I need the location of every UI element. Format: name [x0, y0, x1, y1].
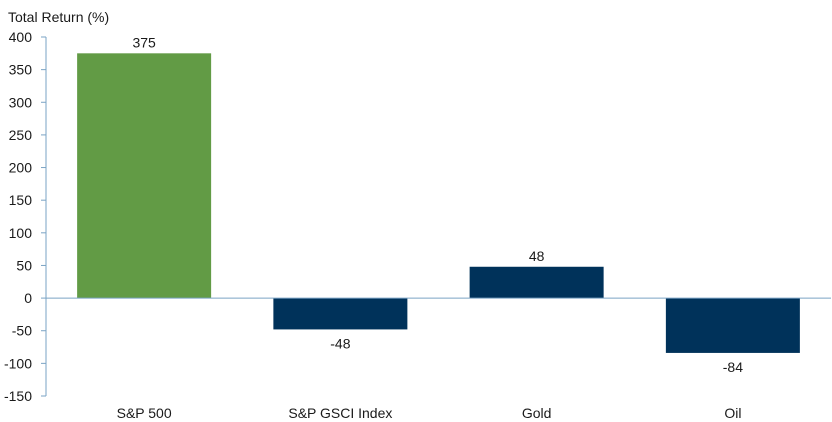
bar-value-label: 375: [132, 34, 156, 50]
x-category-label: S&P 500: [117, 405, 172, 421]
bars: [77, 53, 800, 353]
y-axis-label: Total Return (%): [8, 9, 109, 25]
y-tick-label: 400: [9, 29, 33, 45]
bar: [273, 298, 408, 330]
y-tick-label: -50: [12, 323, 32, 339]
y-tick-label: 200: [9, 160, 33, 176]
x-category-label: S&P GSCI Index: [288, 405, 392, 421]
y-tick-label: 100: [9, 225, 33, 241]
bar-value-label: -84: [723, 359, 743, 375]
y-tick-label: 250: [9, 127, 33, 143]
x-category-label: Gold: [522, 405, 552, 421]
data-labels: 375 -48 48 -84: [132, 34, 743, 375]
bar: [469, 266, 604, 299]
y-tick-label: -150: [4, 388, 32, 404]
bar: [665, 298, 800, 353]
bar-value-label: 48: [529, 248, 545, 264]
y-tick-label: -100: [4, 355, 32, 371]
x-category-label: Oil: [724, 405, 741, 421]
y-ticks: 400 350 300 250 200 150 100 50 0 -50 -100 -150: [4, 29, 46, 404]
y-tick-label: 50: [16, 257, 32, 273]
bar: [77, 53, 212, 299]
y-tick-label: 150: [9, 192, 33, 208]
category-labels: S&P 500 S&P GSCI Index Gold Oil: [117, 405, 742, 421]
bar-value-label: -48: [330, 335, 350, 351]
y-tick-label: 350: [9, 62, 33, 78]
y-tick-label: 0: [24, 290, 32, 306]
y-tick-label: 300: [9, 94, 33, 110]
